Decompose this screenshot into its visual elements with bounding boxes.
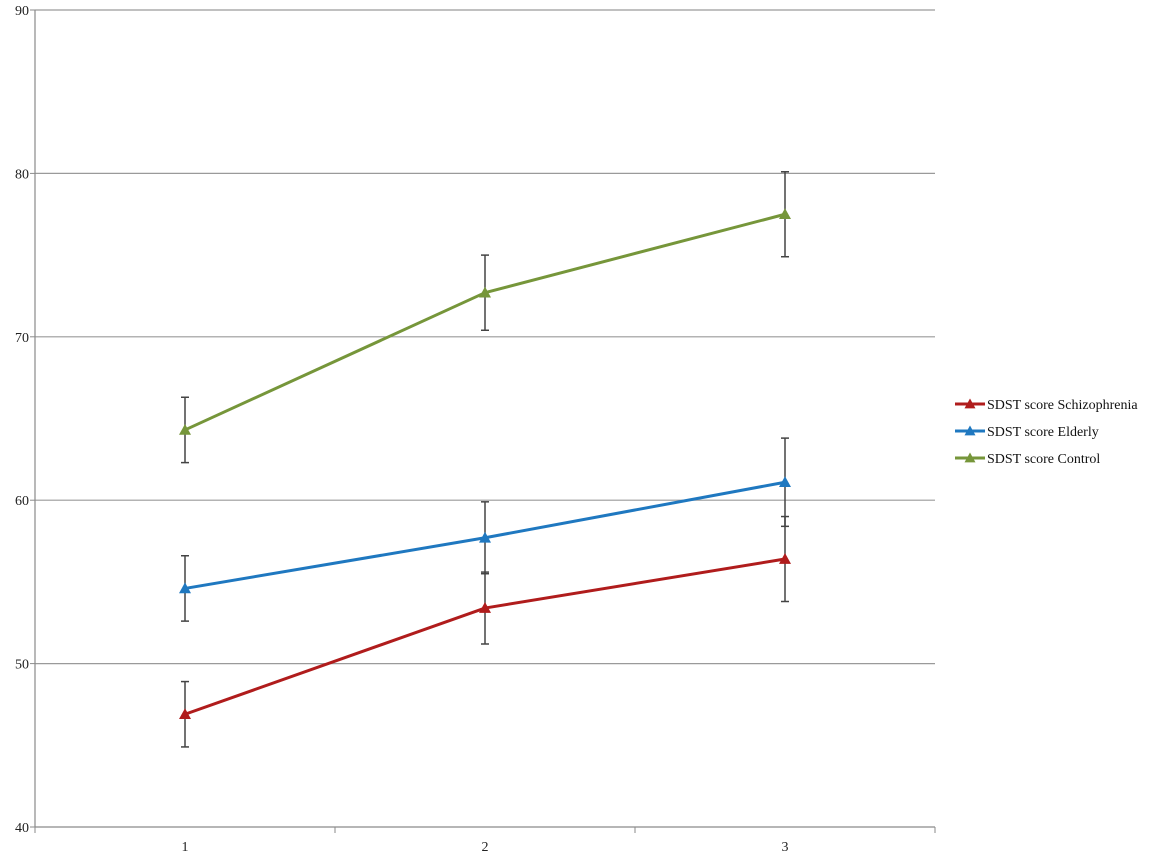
legend: SDST score Schizophrenia SDST score Elder… xyxy=(955,398,1138,467)
data-point xyxy=(479,602,491,613)
legend-label: SDST score Schizophrenia xyxy=(987,398,1138,413)
y-tick-label: 60 xyxy=(15,494,29,509)
y-tick-label: 70 xyxy=(15,331,29,346)
legend-item: SDST score Schizophrenia xyxy=(955,398,1138,413)
legend-marker xyxy=(964,425,976,436)
legend-item: SDST score Control xyxy=(955,452,1100,467)
data-point xyxy=(179,423,191,435)
x-tick-label: 3 xyxy=(782,840,789,855)
data-point xyxy=(779,476,791,488)
legend-label: SDST score Elderly xyxy=(987,425,1099,440)
y-tick-label: 50 xyxy=(15,658,29,673)
legend-item: SDST score Elderly xyxy=(955,425,1099,440)
data-point xyxy=(479,286,491,298)
series-layer xyxy=(179,171,791,748)
x-tick-label: 2 xyxy=(482,840,489,855)
legend-marker xyxy=(964,452,976,463)
data-point xyxy=(479,531,491,543)
legend-label: SDST score Control xyxy=(987,452,1100,467)
y-tick-label: 90 xyxy=(15,4,29,19)
data-point xyxy=(779,553,791,564)
series-3 xyxy=(179,171,791,464)
y-tick-label: 40 xyxy=(15,821,29,836)
y-tick-labels: 40 50 60 70 80 90 xyxy=(15,4,29,836)
x-tick-label: 1 xyxy=(182,840,189,855)
x-tick-labels: 1 2 3 xyxy=(182,840,789,855)
data-point xyxy=(779,208,791,220)
data-point xyxy=(179,582,191,594)
y-tick-label: 80 xyxy=(15,167,29,182)
axes xyxy=(30,9,936,833)
legend-marker xyxy=(964,398,976,409)
data-point xyxy=(179,708,191,720)
series-2 xyxy=(179,437,791,622)
